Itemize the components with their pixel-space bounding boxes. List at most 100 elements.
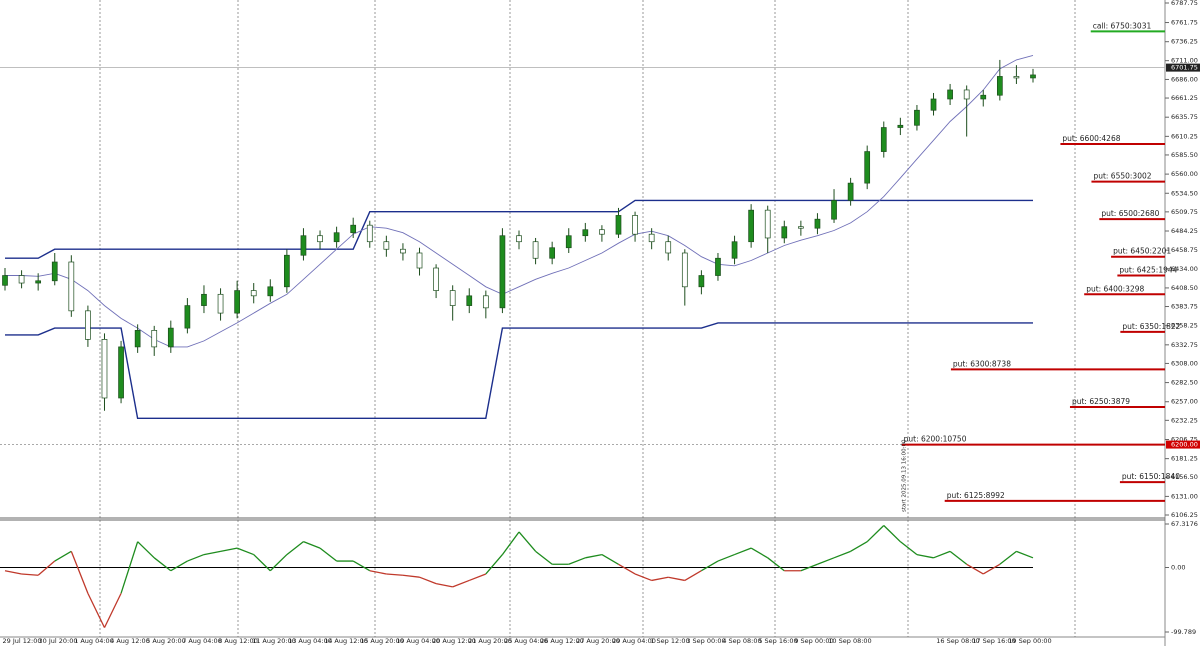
oscillator-segment	[501, 531, 520, 555]
x-tick-label: 19 Aug 04:00	[396, 637, 440, 645]
y-tick-label: 6131.00	[1171, 492, 1198, 500]
x-tick-label: 10 Sep 08:00	[828, 637, 871, 645]
candle-body	[118, 346, 124, 399]
x-tick-label: 16 Sep 08:00	[936, 637, 979, 645]
candle-body	[134, 330, 141, 348]
oscillator-segment	[850, 541, 868, 552]
x-tick-label: 27 Aug 20:00	[576, 637, 620, 645]
x-tick-label: 11 Aug 20:00	[252, 637, 296, 645]
candle-body	[764, 209, 771, 239]
oscillator-segment	[352, 560, 371, 572]
oscillator-segment	[999, 550, 1017, 565]
option-level-label: call: 6750:3031	[1093, 21, 1152, 30]
oscillator-segment	[452, 579, 470, 588]
y-tick-label: 6686.00	[1171, 75, 1198, 83]
candle-body	[167, 327, 174, 348]
option-level-label: put: 6200:10750	[904, 435, 967, 444]
channel-line	[5, 322, 1033, 419]
candle-body	[615, 215, 622, 235]
x-tick-label: 25 Aug 04:00	[504, 637, 548, 645]
current-price-label: 6701.75	[1171, 64, 1198, 72]
x-tick-label: 1 Sep 12:00	[650, 637, 689, 645]
y-tick-label: 6156.50	[1171, 473, 1198, 481]
oscillator-segment	[585, 553, 603, 559]
oscillator-segment	[203, 550, 221, 556]
candle-body	[350, 224, 357, 234]
candle-body	[947, 89, 953, 100]
y-tick-label: 6484.25	[1171, 227, 1198, 235]
oscillator-segment	[153, 557, 172, 572]
oscillator-segment	[469, 573, 487, 582]
oscillator-segment	[137, 541, 155, 559]
y-tick-label: 6635.75	[1171, 113, 1198, 121]
candle-body	[914, 109, 920, 126]
oscillator-segment	[916, 553, 934, 559]
candle-body	[400, 248, 406, 254]
x-tick-label: 15 Aug 20:00	[360, 637, 404, 645]
candle-body	[267, 286, 274, 297]
x-tick-label: 19 Sep 00:00	[1008, 637, 1051, 645]
oscillator-segment	[319, 547, 338, 562]
y-tick-label: 6610.25	[1171, 132, 1198, 140]
option-level-label: put: 6450:2201	[1113, 247, 1171, 256]
channel-line	[5, 199, 1033, 259]
option-level-label: put: 6150:1840	[1122, 472, 1180, 481]
y-tick-label: 6408.50	[1171, 284, 1198, 292]
oscillator-segment	[817, 557, 835, 565]
oscillator-segment	[601, 554, 619, 565]
oscillator-segment	[303, 541, 321, 549]
candle-body	[582, 229, 589, 237]
candle-body	[748, 209, 754, 243]
candle-body	[184, 305, 191, 329]
candle-body	[284, 254, 290, 288]
candle-body	[151, 330, 158, 348]
oscillator-segment	[568, 557, 586, 565]
y-tick-label: 6736.25	[1171, 38, 1198, 46]
candle-body	[648, 233, 655, 243]
candle-body	[516, 235, 522, 243]
candle-body	[217, 293, 224, 314]
x-tick-label: 1 Aug 04:00	[74, 637, 114, 645]
candle-body	[35, 280, 42, 284]
y-tick-label: 6383.75	[1171, 303, 1198, 311]
y-tick-label: 6106.25	[1171, 511, 1198, 519]
x-tick-label: 4 Sep 08:00	[722, 637, 761, 645]
oscillator-segment	[767, 557, 785, 572]
x-tick-label: 29 Jul 12:00	[3, 637, 42, 645]
start-annotation: start 2025.09.13 16:00:00	[902, 439, 908, 512]
y-tick-label: 67.3176	[1171, 520, 1198, 528]
y-tick-label: 6282.50	[1171, 379, 1198, 387]
candle-body	[433, 267, 439, 291]
x-tick-label: 3 Sep 00:00	[686, 637, 725, 645]
oscillator-segment	[236, 547, 254, 556]
option-level-label: put: 6350:1822	[1122, 322, 1180, 331]
option-level-label: put: 6300:8738	[953, 359, 1011, 368]
candle-body	[715, 257, 721, 276]
x-tick-label: 29 Aug 04:00	[612, 637, 656, 645]
y-tick-label: 6232.25	[1171, 416, 1198, 424]
current-price-box	[1166, 63, 1200, 72]
candle-body	[51, 261, 58, 282]
oscillator-segment	[485, 554, 503, 575]
oscillator-segment	[103, 593, 122, 628]
candle-body	[482, 295, 489, 309]
x-tick-label: 13 Aug 04:00	[288, 637, 332, 645]
y-tick-label: 6458.75	[1171, 246, 1198, 254]
oscillator-segment	[618, 563, 636, 575]
candle-body	[980, 94, 987, 100]
candle-body	[632, 215, 638, 235]
candle-body	[250, 290, 257, 297]
y-tick-label: 6434.00	[1171, 265, 1198, 273]
x-tick-label: 9 Sep 00:00	[794, 637, 833, 645]
oscillator-segment	[684, 570, 702, 581]
candle-body	[880, 127, 887, 152]
oscillator-segment	[4, 570, 22, 575]
oscillator-segment	[253, 554, 271, 572]
y-tick-label: 6206.75	[1171, 435, 1198, 443]
marker-price-label: 6200.00	[1171, 441, 1198, 449]
candle-body	[333, 232, 340, 243]
y-tick-label: 6534.50	[1171, 189, 1198, 197]
candle-body	[565, 235, 572, 249]
candle-body	[416, 252, 423, 269]
